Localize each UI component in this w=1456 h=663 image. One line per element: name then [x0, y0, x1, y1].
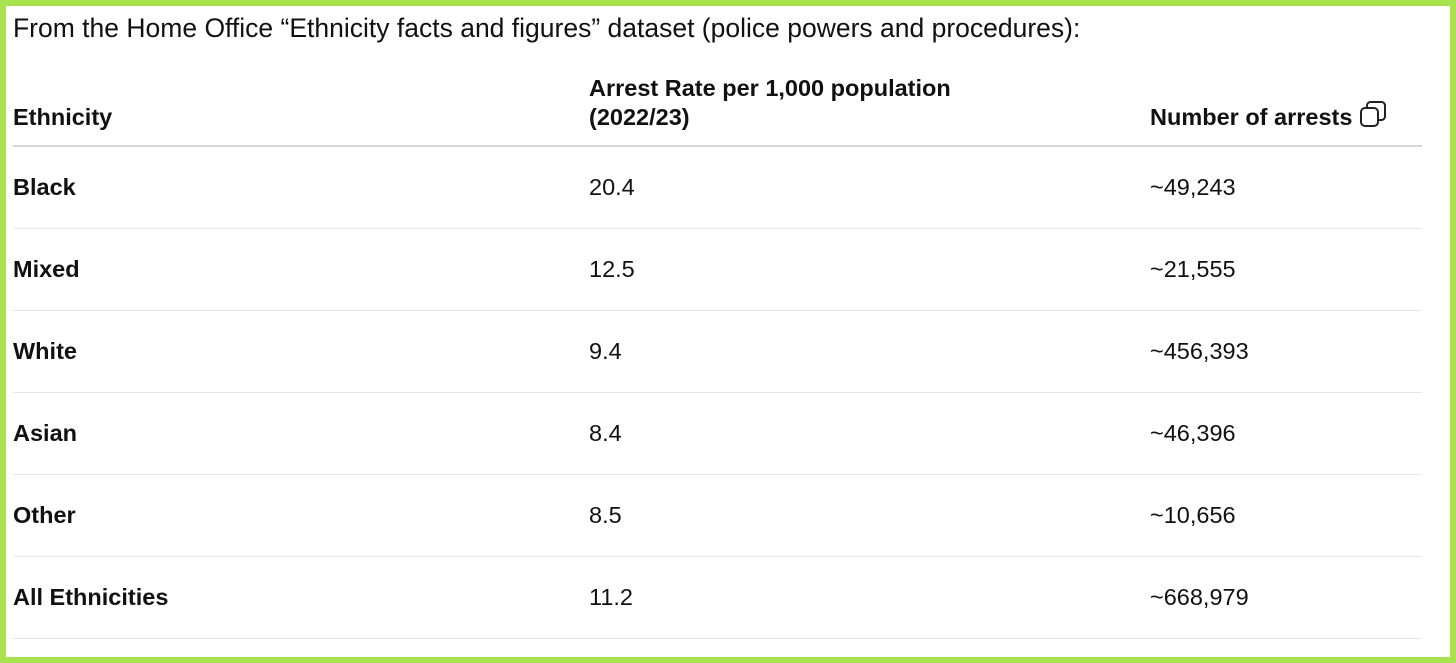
intro-text: From the Home Office “Ethnicity facts an… — [13, 13, 1081, 43]
header-arrest-rate-label: Arrest Rate per 1,000 population (2022/2… — [589, 75, 951, 130]
arrests-table: Ethnicity Arrest Rate per 1,000 populati… — [13, 66, 1422, 639]
cell-arrests: ~46,396 — [1150, 419, 1236, 446]
cell-ethnicity: All Ethnicities — [13, 583, 169, 610]
header-ethnicity-label: Ethnicity — [13, 104, 113, 130]
table-row: Other 8.5 ~10,656 — [13, 474, 1422, 556]
header-number-of-arrests-label: Number of arrests — [1150, 104, 1353, 130]
table-row: White 9.4 ~456,393 — [13, 310, 1422, 392]
cell-rate: 9.4 — [589, 337, 622, 364]
cell-arrests: ~21,555 — [1150, 255, 1236, 282]
table-row: All Ethnicities 11.2 ~668,979 — [13, 556, 1422, 638]
cell-arrests: ~10,656 — [1150, 501, 1236, 528]
cell-rate: 20.4 — [589, 173, 635, 200]
cell-arrests: ~456,393 — [1150, 337, 1249, 364]
cell-rate: 11.2 — [589, 583, 633, 610]
cell-ethnicity: Asian — [13, 419, 77, 446]
table-header-row: Ethnicity Arrest Rate per 1,000 populati… — [13, 66, 1422, 146]
cell-ethnicity: White — [13, 337, 77, 364]
copy-icon[interactable] — [1358, 99, 1388, 129]
cell-rate: 8.5 — [589, 501, 622, 528]
cell-arrests: ~668,979 — [1150, 583, 1249, 610]
cell-rate: 12.5 — [589, 255, 635, 282]
cell-rate: 8.4 — [589, 419, 622, 446]
header-number-of-arrests: Number of arrests — [1150, 66, 1422, 146]
table-row: Asian 8.4 ~46,396 — [13, 392, 1422, 474]
cell-arrests: ~49,243 — [1150, 173, 1236, 200]
cell-ethnicity: Black — [13, 173, 76, 200]
cell-ethnicity: Other — [13, 501, 76, 528]
table-row: Black 20.4 ~49,243 — [13, 146, 1422, 228]
header-ethnicity: Ethnicity — [13, 66, 589, 146]
header-arrest-rate: Arrest Rate per 1,000 population (2022/2… — [589, 66, 1150, 146]
cell-ethnicity: Mixed — [13, 255, 80, 282]
table-row: Mixed 12.5 ~21,555 — [13, 228, 1422, 310]
